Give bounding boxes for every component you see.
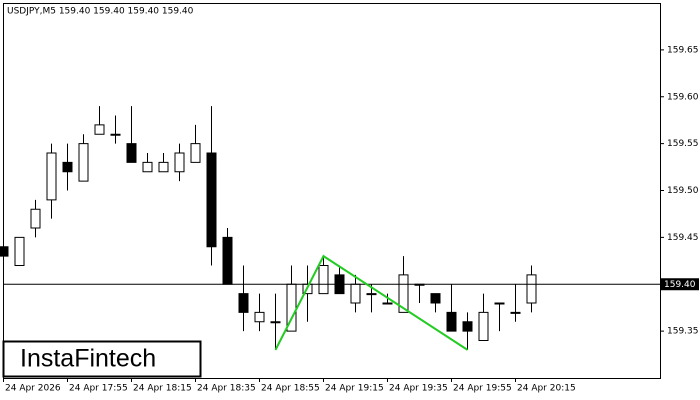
x-tick-label: 24 Apr 2026 — [5, 384, 61, 394]
candle-body — [158, 161, 169, 173]
candle-body — [62, 161, 73, 173]
x-tick-label: 24 Apr 19:35 — [389, 384, 448, 394]
candle-body — [398, 274, 409, 313]
candle-body — [350, 283, 361, 304]
plot-frame — [3, 3, 661, 379]
candle-body — [142, 161, 153, 173]
chart-title: USDJPY,M5 159.40 159.40 159.40 159.40 — [7, 7, 194, 17]
x-tick-label: 24 Apr 19:55 — [453, 384, 512, 394]
candle-body — [110, 133, 121, 136]
y-tick-label: 159.65 — [667, 45, 699, 55]
candle-body — [270, 321, 281, 324]
x-tick-label: 24 Apr 19:15 — [325, 384, 384, 394]
candle-body — [0, 246, 9, 257]
candle-body — [222, 236, 233, 285]
candle-body — [174, 152, 185, 173]
candle-body — [190, 143, 201, 163]
candle-body — [30, 208, 41, 229]
candle-body — [206, 152, 217, 248]
y-tick-label: 159.55 — [667, 139, 699, 149]
candle-body — [366, 293, 377, 296]
candle-body — [126, 143, 137, 163]
candle-body — [478, 311, 489, 341]
x-tick-label: 24 Apr 18:55 — [261, 384, 320, 394]
candle-body — [510, 311, 521, 314]
candle-body — [46, 152, 57, 201]
x-tick-label: 24 Apr 20:15 — [517, 384, 576, 394]
y-tick-label: 159.50 — [667, 186, 699, 196]
x-tick-label: 24 Apr 18:15 — [133, 384, 192, 394]
y-tick-label: 159.35 — [667, 327, 699, 337]
x-tick-label: 24 Apr 18:35 — [197, 384, 256, 394]
candle-body — [462, 321, 473, 332]
candle-body — [14, 236, 25, 266]
candle-body — [238, 293, 249, 313]
candle-body — [382, 302, 393, 305]
y-tick-label: 159.45 — [667, 233, 699, 243]
candle-body — [526, 274, 537, 304]
logo-box — [2, 340, 202, 378]
candle-body — [94, 124, 105, 135]
candle-body — [446, 311, 457, 332]
y-tick-label: 159.60 — [667, 92, 699, 102]
candle-body — [78, 143, 89, 182]
candle-body — [254, 311, 265, 323]
pattern-line — [274, 254, 469, 351]
candle-body — [494, 302, 505, 305]
logo: InstaFintech — [20, 345, 156, 373]
last-price-box — [661, 278, 699, 291]
last-price-label: 159.40 — [664, 280, 696, 290]
x-tick-label: 24 Apr 17:55 — [69, 384, 128, 394]
candle-body — [430, 293, 441, 304]
candle-body — [318, 265, 329, 295]
